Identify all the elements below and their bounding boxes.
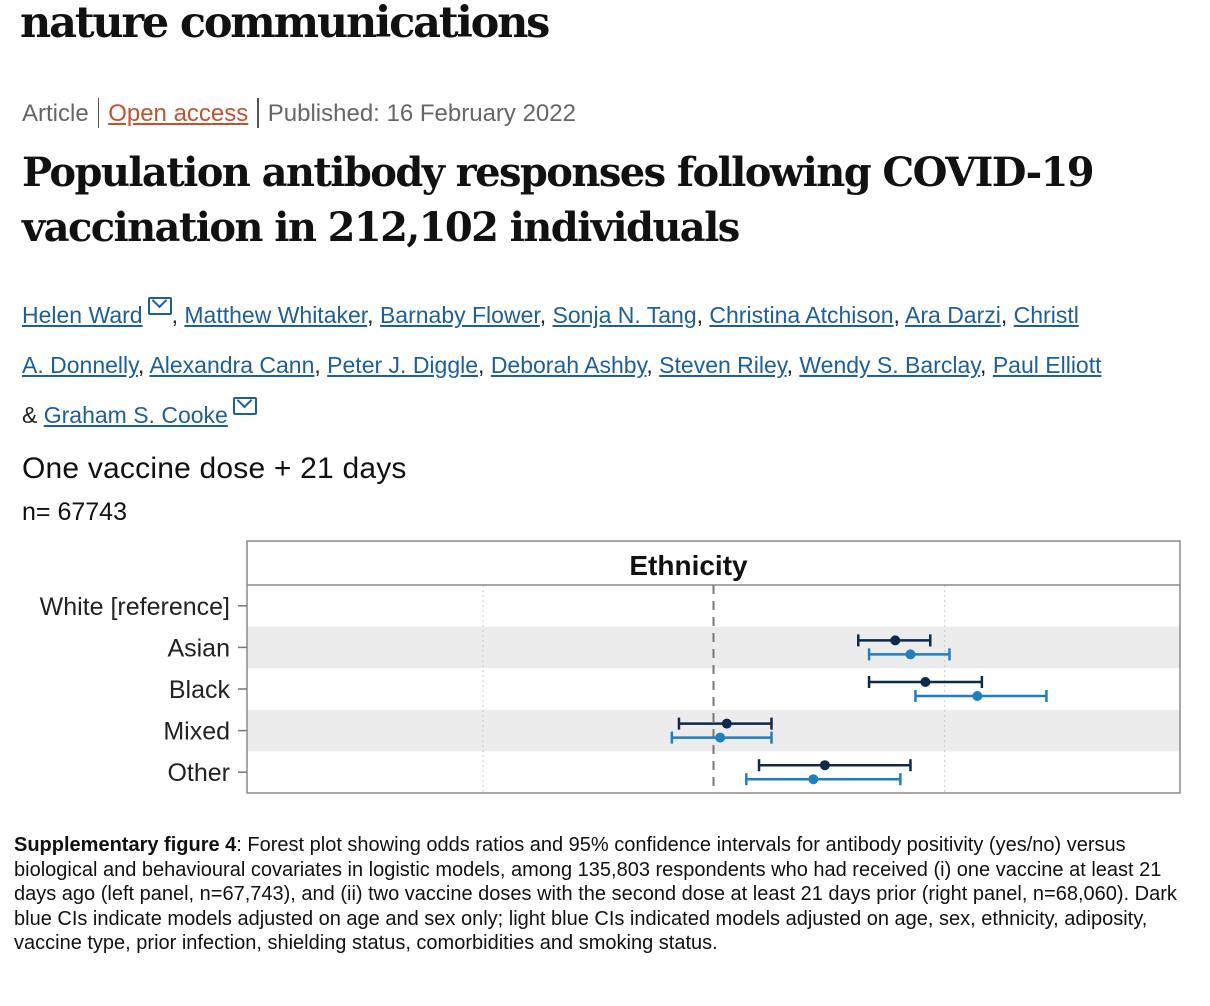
estimate-point <box>920 677 931 687</box>
journal-logo[interactable]: nature communications <box>20 0 550 48</box>
article-title: Population antibody responses following … <box>22 149 1095 251</box>
estimate-point <box>905 649 916 660</box>
author-link[interactable]: Sonja N. Tang <box>552 302 697 328</box>
author-link[interactable]: Paul Elliott <box>992 352 1102 378</box>
author-link[interactable]: Alexandra Cann <box>149 352 315 378</box>
facet-title: Ethnicity <box>629 550 748 581</box>
email-icon[interactable] <box>232 397 257 415</box>
estimate-point <box>972 691 983 701</box>
author-list: Helen Ward, Matthew Whitaker, Barnaby Fl… <box>22 290 1210 440</box>
plot-frame <box>246 540 1181 794</box>
figure-caption: Supplementary figure 4: Forest plot show… <box>14 833 1206 956</box>
author-link[interactable]: Helen Ward <box>22 302 143 328</box>
open-access-link[interactable]: Open access <box>108 100 249 127</box>
email-icon[interactable] <box>147 297 172 315</box>
estimate-point <box>808 774 819 785</box>
estimate-point <box>890 635 901 646</box>
author-link[interactable]: Barnaby Flower <box>379 302 540 328</box>
published-date: Published: 16 February 2022 <box>267 100 576 127</box>
estimate-point <box>819 760 830 771</box>
panel-title: One vaccine dose + 21 days <box>22 452 407 485</box>
article-meta: Article Open access Published: 16 February… <box>22 98 576 128</box>
author-link[interactable]: Peter J. Diggle <box>327 352 479 378</box>
author-link[interactable]: Ara Darzi <box>905 302 1001 328</box>
author-ampersand: & <box>22 402 38 428</box>
author-link[interactable]: Wendy S. Barclay <box>799 352 981 378</box>
author-link[interactable]: Deborah Ashby <box>490 352 647 378</box>
author-link[interactable]: A. Donnelly <box>22 352 138 378</box>
y-tick-label: White [reference] <box>40 593 230 621</box>
y-tick-label: Black <box>169 676 231 704</box>
meta-separator <box>97 98 100 128</box>
author-link[interactable]: Christl <box>1013 302 1079 328</box>
author-link[interactable]: Christina Atchison <box>709 302 894 328</box>
caption-text: : Forest plot showing odds ratios and 95… <box>14 834 1177 954</box>
y-tick-label: Other <box>167 759 230 787</box>
y-tick-label: Mixed <box>163 718 230 746</box>
estimate-point <box>715 732 726 743</box>
forest-plot: Ethnicity White [reference] Asian Black Mixe… <box>40 540 1181 794</box>
row-stripe <box>247 626 1180 669</box>
author-link[interactable]: Graham S. Cooke <box>43 402 228 428</box>
article-type: Article <box>22 100 89 127</box>
y-tick-label: Asian <box>167 634 230 662</box>
estimate-point <box>721 718 732 729</box>
meta-separator <box>257 98 259 128</box>
panel-sample-size: n= 67743 <box>22 498 127 526</box>
author-link[interactable]: Matthew Whitaker <box>184 302 368 328</box>
caption-label: Supplementary figure 4 <box>14 834 237 856</box>
author-link[interactable]: Steven Riley <box>659 352 787 378</box>
